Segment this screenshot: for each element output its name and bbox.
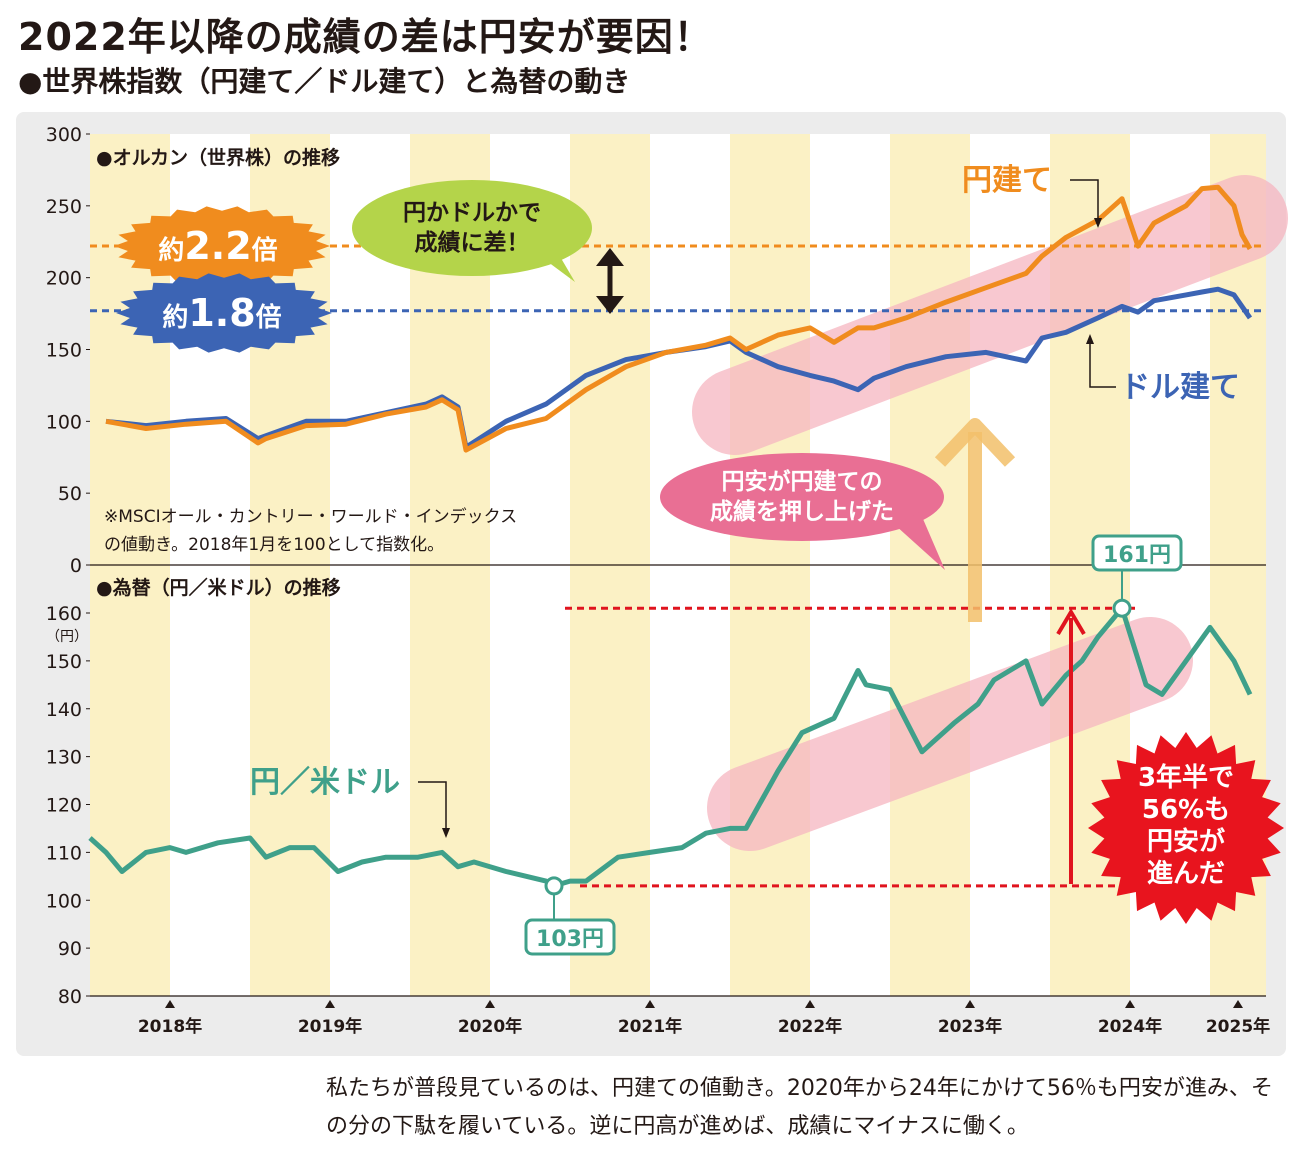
y-tick-label-top: 100 — [46, 411, 82, 433]
high-marker: 161円 — [1091, 534, 1183, 618]
x-tick-marker — [645, 1000, 655, 1008]
svg-text:円建て: 円建て — [962, 163, 1052, 198]
x-tick-label: 2022年 — [778, 1016, 842, 1037]
x-tick-label: 2021年 — [618, 1016, 682, 1037]
series-line-fx — [88, 605, 1253, 889]
x-tick-marker — [485, 1000, 495, 1008]
svg-text:56%も: 56%も — [1142, 795, 1230, 825]
svg-text:約2.2倍: 約2.2倍 — [158, 224, 277, 268]
y-tick-label-top: 0 — [70, 555, 82, 577]
svg-text:ドル建て: ドル建て — [1120, 370, 1240, 405]
y-tick-label-bottom: 80 — [58, 986, 82, 1008]
svg-text:成績を押し上げた: 成績を押し上げた — [710, 498, 894, 525]
y-tick-label-bottom: 130 — [46, 747, 82, 769]
x-tick-marker — [165, 1000, 175, 1008]
series-line-yen — [105, 184, 1253, 453]
label-usd-series: ドル建て — [1086, 334, 1240, 405]
x-tick-marker — [965, 1000, 975, 1008]
svg-text:成績に差！: 成績に差！ — [415, 229, 530, 256]
page-title: 2022年以降の成績の差は円安が要因！ — [18, 15, 713, 59]
depreciation-badge: 3年半で 56%も 円安が 進んだ — [1088, 732, 1284, 924]
up-arrow-icon — [934, 418, 1016, 622]
y-tick-label-top: 50 — [58, 483, 82, 505]
low-marker: 103円 — [524, 876, 616, 956]
label-yen-series: 円建て — [962, 163, 1102, 228]
speech-bubble-yen: 円安が円建ての 成績を押し上げた — [660, 453, 945, 570]
svg-text:円安が円建ての: 円安が円建ての — [722, 468, 883, 495]
svg-text:円／米ドル: 円／米ドル — [250, 765, 400, 800]
y-tick-label-bottom: 140 — [46, 699, 82, 721]
ratio-badge-yen: 約2.2倍 — [114, 206, 330, 286]
trend-band-bottom — [707, 617, 1193, 851]
svg-text:161円: 161円 — [1103, 543, 1171, 568]
x-tick-label: 2019年 — [298, 1016, 362, 1037]
x-tick-label: 2025年 — [1206, 1016, 1270, 1037]
y-tick-label-bottom: 160 — [46, 603, 82, 625]
y-tick-label-bottom: 150 — [46, 651, 82, 673]
chart-caption: 私たちが普段見ているのは、円建ての値動き。2020年から24年にかけて56％も円… — [326, 1076, 1273, 1139]
series-lines — [88, 184, 1253, 889]
y-tick-label-top: 200 — [46, 268, 82, 290]
speech-bubble-diff: 円かドルかで 成績に差！ — [352, 180, 592, 282]
y-tick-label-bottom: 100 — [46, 890, 82, 912]
x-tick-marker — [1233, 1000, 1243, 1008]
y-tick-label-bottom: 120 — [46, 795, 82, 817]
y-tick-label-top: 250 — [46, 196, 82, 218]
x-tick-marker — [805, 1000, 815, 1008]
y-tick-label-top: 150 — [46, 340, 82, 362]
x-tick-label: 2024年 — [1098, 1016, 1162, 1037]
red-range-arrow-icon — [1056, 608, 1086, 884]
top-chart-label: ●オルカン（世界株）の推移 — [96, 146, 340, 169]
y-tick-label-top: 300 — [46, 124, 82, 146]
index-note-line2: の値動き。2018年1月を100として指数化。 — [104, 535, 444, 555]
svg-text:円安が: 円安が — [1147, 826, 1225, 857]
x-tick-marker — [325, 1000, 335, 1008]
svg-text:103円: 103円 — [536, 927, 604, 952]
x-tick-label: 2023年 — [938, 1016, 1002, 1037]
series-line-usd — [105, 286, 1253, 450]
y-tick-label-bottom: 110 — [46, 842, 82, 864]
x-tick-label: 2018年 — [138, 1016, 202, 1037]
double-arrow-icon — [596, 248, 624, 314]
index-note-line1: ※MSCIオール・カントリー・ワールド・インデックス — [104, 506, 517, 527]
page-subtitle: ●世界株指数（円建て／ドル建て）と為替の動き — [18, 65, 631, 98]
fx-unit-label: （円） — [46, 629, 88, 645]
x-tick-label: 2020年 — [458, 1016, 522, 1037]
label-fx-series: 円／米ドル — [250, 765, 450, 838]
y-tick-label-bottom: 90 — [58, 938, 82, 960]
axes: 0 50 100 150 200 250 300 80 90 100 110 120 130 140 150… — [46, 124, 1270, 1037]
x-tick-marker — [1125, 1000, 1135, 1008]
bottom-chart-label: ●為替（円／米ドル）の推移 — [96, 576, 341, 599]
svg-text:円かドルかで: 円かドルかで — [403, 200, 541, 226]
svg-text:約1.8倍: 約1.8倍 — [162, 291, 281, 335]
svg-text:3年半で: 3年半で — [1138, 762, 1234, 793]
svg-text:進んだ: 進んだ — [1147, 859, 1225, 889]
ratio-badge-usd: 約1.8倍 — [116, 273, 332, 353]
